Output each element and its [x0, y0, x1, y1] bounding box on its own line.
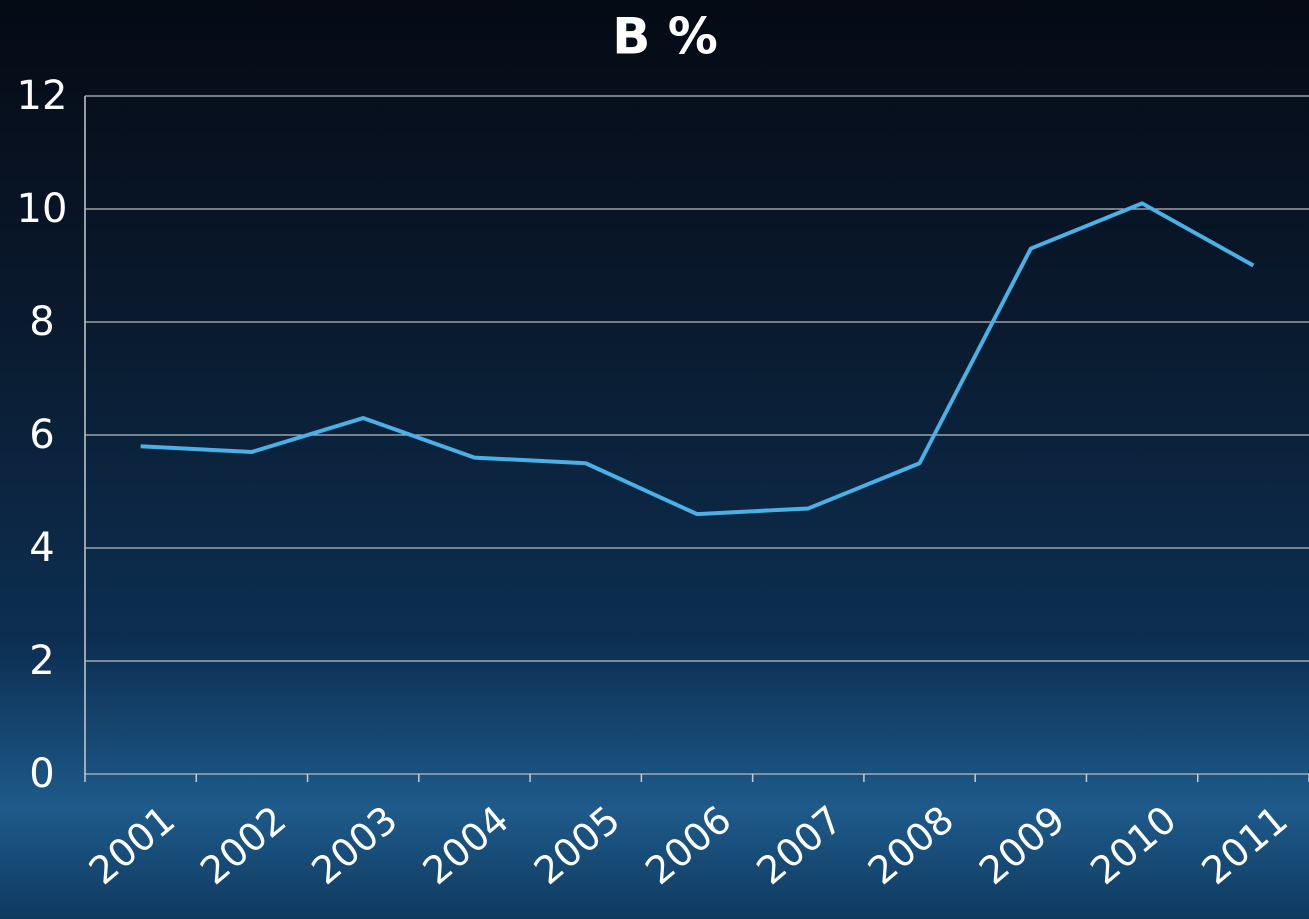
y-tick-label: 2: [29, 638, 54, 684]
line-series: [140, 201, 1255, 517]
y-tick-label: 4: [29, 525, 54, 571]
chart-title: B %: [612, 8, 718, 66]
y-tick-label: 10: [17, 186, 68, 232]
y-tick-label: 8: [29, 299, 54, 345]
y-tick-label: 0: [29, 751, 54, 797]
y-tick-label: 6: [29, 412, 54, 458]
y-tick-label: 12: [17, 73, 68, 119]
